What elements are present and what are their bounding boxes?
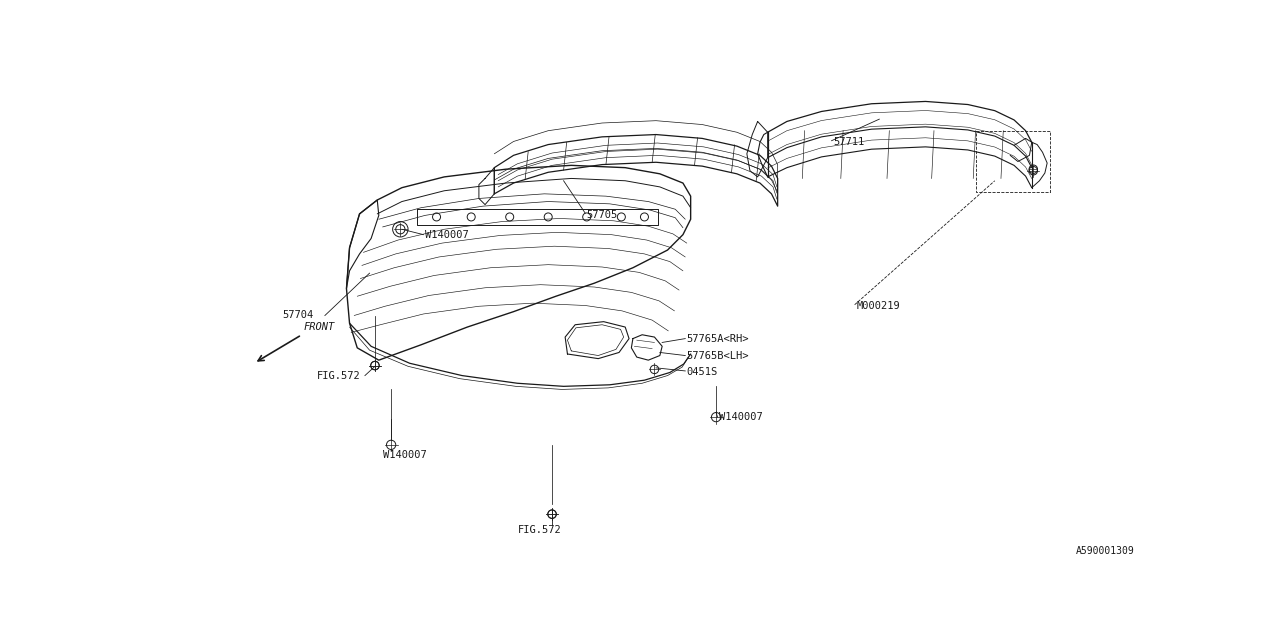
Text: M000219: M000219 <box>856 301 900 311</box>
Text: 0451S: 0451S <box>687 367 718 378</box>
Text: 57765A<RH>: 57765A<RH> <box>687 333 749 344</box>
Text: FIG.572: FIG.572 <box>317 371 361 381</box>
Text: 57705: 57705 <box>586 211 618 220</box>
Text: 57711: 57711 <box>833 137 864 147</box>
Text: A590001309: A590001309 <box>1076 546 1135 556</box>
Text: 57765B<LH>: 57765B<LH> <box>687 351 749 360</box>
Text: W140007: W140007 <box>719 412 763 422</box>
Text: FRONT: FRONT <box>303 323 334 332</box>
Text: W140007: W140007 <box>383 451 426 460</box>
Text: W140007: W140007 <box>425 230 468 239</box>
Text: FIG.572: FIG.572 <box>517 525 561 534</box>
Text: 57704: 57704 <box>283 310 314 321</box>
